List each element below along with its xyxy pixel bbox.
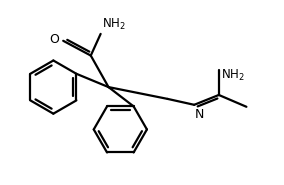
Text: NH$_2$: NH$_2$ <box>221 68 245 83</box>
Text: N: N <box>195 108 204 121</box>
Text: NH$_2$: NH$_2$ <box>102 17 126 32</box>
Text: O: O <box>49 33 59 46</box>
